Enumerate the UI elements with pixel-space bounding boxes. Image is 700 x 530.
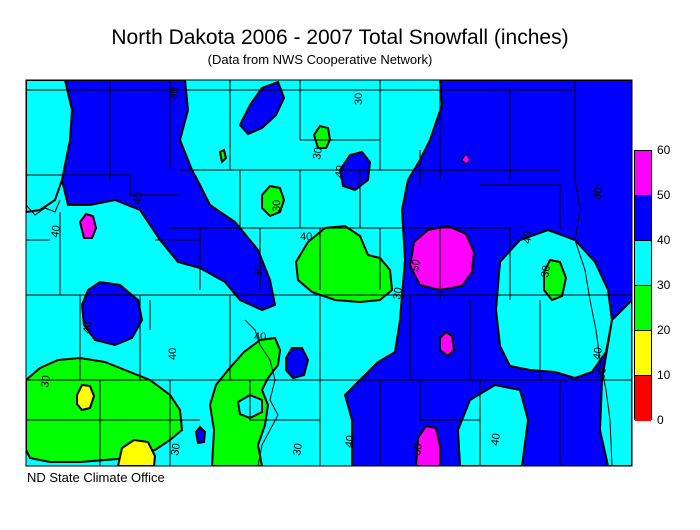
contour-label: 30 [353,93,365,105]
region-40-50-small-2 [285,347,310,380]
map-title: North Dakota 2006 - 2007 Total Snowfall … [111,26,569,49]
legend-swatch [635,241,651,286]
contour-label: 30 [591,186,605,200]
region-50-60-west [78,212,98,239]
region-30-40-south-east-corner [456,383,530,466]
county-boundaries [26,80,632,466]
contour-label: 50 [411,442,425,456]
contour-label: 30 [253,265,265,277]
region-40-50-west [80,280,144,347]
legend-swatch [635,286,651,331]
contour-label: 30 [169,442,183,456]
region-40-50-small-north [338,150,372,192]
contour-label: 30 [291,442,305,456]
region-50-60-small [439,330,456,358]
region-10-20-southwest [76,383,96,412]
contour-label: 40 [254,331,266,343]
river-line-west [26,199,61,216]
contour-label: 30 [539,264,553,278]
contour-label: 30 [391,286,405,300]
missouri-river [244,319,279,466]
legend-label: 30 [657,278,671,292]
region-20-30-small-1 [261,184,286,218]
contour-label: 30 [167,86,181,100]
legend-swatch [635,151,651,196]
contour-label: 40 [167,348,179,360]
contour-label: 30 [595,366,609,380]
contour-label: 40 [131,191,145,205]
region-40-50-north-central [238,80,286,136]
region-50-60-east [408,224,476,292]
contour-label: 30 [271,200,283,212]
legend-label: 50 [657,188,671,202]
region-10-20-south [116,438,157,466]
contour-label: 40 [81,320,95,334]
credit-text: ND State Climate Office [27,470,165,485]
red-river [574,179,613,466]
region-50-60-south [414,424,441,466]
contour-labels: 40 30 30 30 30 40 40 30 40 30 50 40 30 4… [39,86,609,456]
color-legend [634,150,652,421]
legend-label: 0 [657,413,664,427]
legend-label: 20 [657,323,671,337]
contour-label: 40 [521,230,535,244]
map-subtitle: (Data from NWS Cooperative Network) [207,52,433,67]
legend-swatch [635,376,651,421]
region-30-40-southeast [494,228,614,380]
contour-label: 40 [489,432,503,446]
legend-swatch [635,196,651,241]
contour-label: 40 [49,224,63,238]
legend-label: 40 [657,233,671,247]
contour-label: 40 [591,346,605,360]
legend-label: 10 [657,368,671,382]
region-40-50-small-3 [194,425,207,445]
region-20-30-small-3 [218,148,228,165]
contour-label: 40 [300,231,312,243]
map-frame [25,79,633,467]
contour-label: 50 [409,258,423,272]
contour-label: 40 [343,434,357,448]
contour-label: 30 [311,146,325,160]
region-20-30-east [543,258,568,302]
contour-label: 30 [39,374,53,388]
contour-label: 40 [333,164,347,178]
legend-swatch [635,331,651,376]
legend-label: 60 [657,143,671,157]
region-50-60-tiny [461,153,471,165]
